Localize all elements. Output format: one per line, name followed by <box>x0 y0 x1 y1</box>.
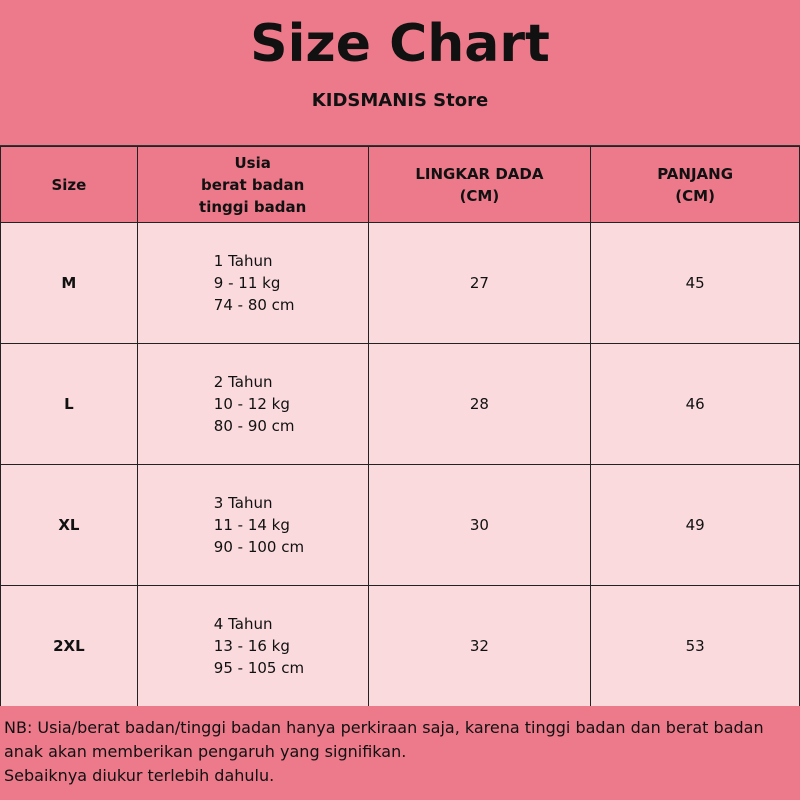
length-cell: 49 <box>590 464 800 586</box>
header-length-line: PANJANG <box>657 164 734 183</box>
note-line: NB: Usia/berat badan/tinggi badan hanya … <box>4 718 764 737</box>
height: 80 - 90 cm <box>213 417 295 435</box>
weight: 9 - 11 kg <box>213 274 281 292</box>
weight: 13 - 16 kg <box>213 637 290 655</box>
age: 4 Tahun <box>213 615 273 633</box>
height: 90 - 100 cm <box>213 538 305 556</box>
note-line: anak akan memberikan pengaruh yang signi… <box>4 742 407 761</box>
size-cell: L <box>0 343 138 465</box>
chest-cell: 30 <box>367 464 592 586</box>
store-name: KIDSMANIS Store <box>311 90 489 111</box>
length-cell: 53 <box>590 585 800 707</box>
header-info-line: tinggi badan <box>199 197 307 216</box>
height: 74 - 80 cm <box>213 296 295 314</box>
header-info: Usia berat badan tinggi badan <box>136 146 369 223</box>
length-cell: 45 <box>590 222 800 344</box>
header-info-line: Usia <box>234 153 271 172</box>
header-size: Size <box>0 146 138 223</box>
size-cell: 2XL <box>0 585 138 707</box>
title-banner: Size Chart KIDSMANIS Store <box>0 0 800 146</box>
age: 2 Tahun <box>213 373 273 391</box>
header-length: PANJANG (CM) <box>590 146 800 223</box>
size-table: Size Usia berat badan tinggi badan LINGK… <box>0 146 800 707</box>
weight: 10 - 12 kg <box>213 395 290 413</box>
age: 3 Tahun <box>213 494 273 512</box>
chest-cell: 32 <box>367 585 592 707</box>
header-chest: LINGKAR DADA (CM) <box>367 146 592 223</box>
table-row: L 2 Tahun 10 - 12 kg 80 - 90 cm 28 46 <box>0 343 800 465</box>
header-chest-line: LINGKAR DADA <box>415 164 544 183</box>
weight: 11 - 14 kg <box>213 516 290 534</box>
note: NB: Usia/berat badan/tinggi badan hanya … <box>0 706 800 800</box>
page-title: Size Chart <box>250 14 550 74</box>
header-row: Size Usia berat badan tinggi badan LINGK… <box>0 146 800 223</box>
age: 1 Tahun <box>213 252 273 270</box>
table-row: M 1 Tahun 9 - 11 kg 74 - 80 cm 27 45 <box>0 222 800 344</box>
table-row: XL 3 Tahun 11 - 14 kg 90 - 100 cm 30 49 <box>0 464 800 586</box>
info-cell: 4 Tahun 13 - 16 kg 95 - 105 cm <box>136 585 369 707</box>
note-line: Sebaiknya diukur terlebih dahulu. <box>4 766 275 785</box>
height: 95 - 105 cm <box>213 659 305 677</box>
header-chest-line: (CM) <box>459 186 500 205</box>
size-cell: M <box>0 222 138 344</box>
info-cell: 3 Tahun 11 - 14 kg 90 - 100 cm <box>136 464 369 586</box>
table-row: 2XL 4 Tahun 13 - 16 kg 95 - 105 cm 32 53 <box>0 585 800 707</box>
header-info-line: berat badan <box>201 175 305 194</box>
info-cell: 2 Tahun 10 - 12 kg 80 - 90 cm <box>136 343 369 465</box>
length-cell: 46 <box>590 343 800 465</box>
chest-cell: 27 <box>367 222 592 344</box>
size-cell: XL <box>0 464 138 586</box>
chest-cell: 28 <box>367 343 592 465</box>
header-length-line: (CM) <box>675 186 715 205</box>
info-cell: 1 Tahun 9 - 11 kg 74 - 80 cm <box>136 222 369 344</box>
